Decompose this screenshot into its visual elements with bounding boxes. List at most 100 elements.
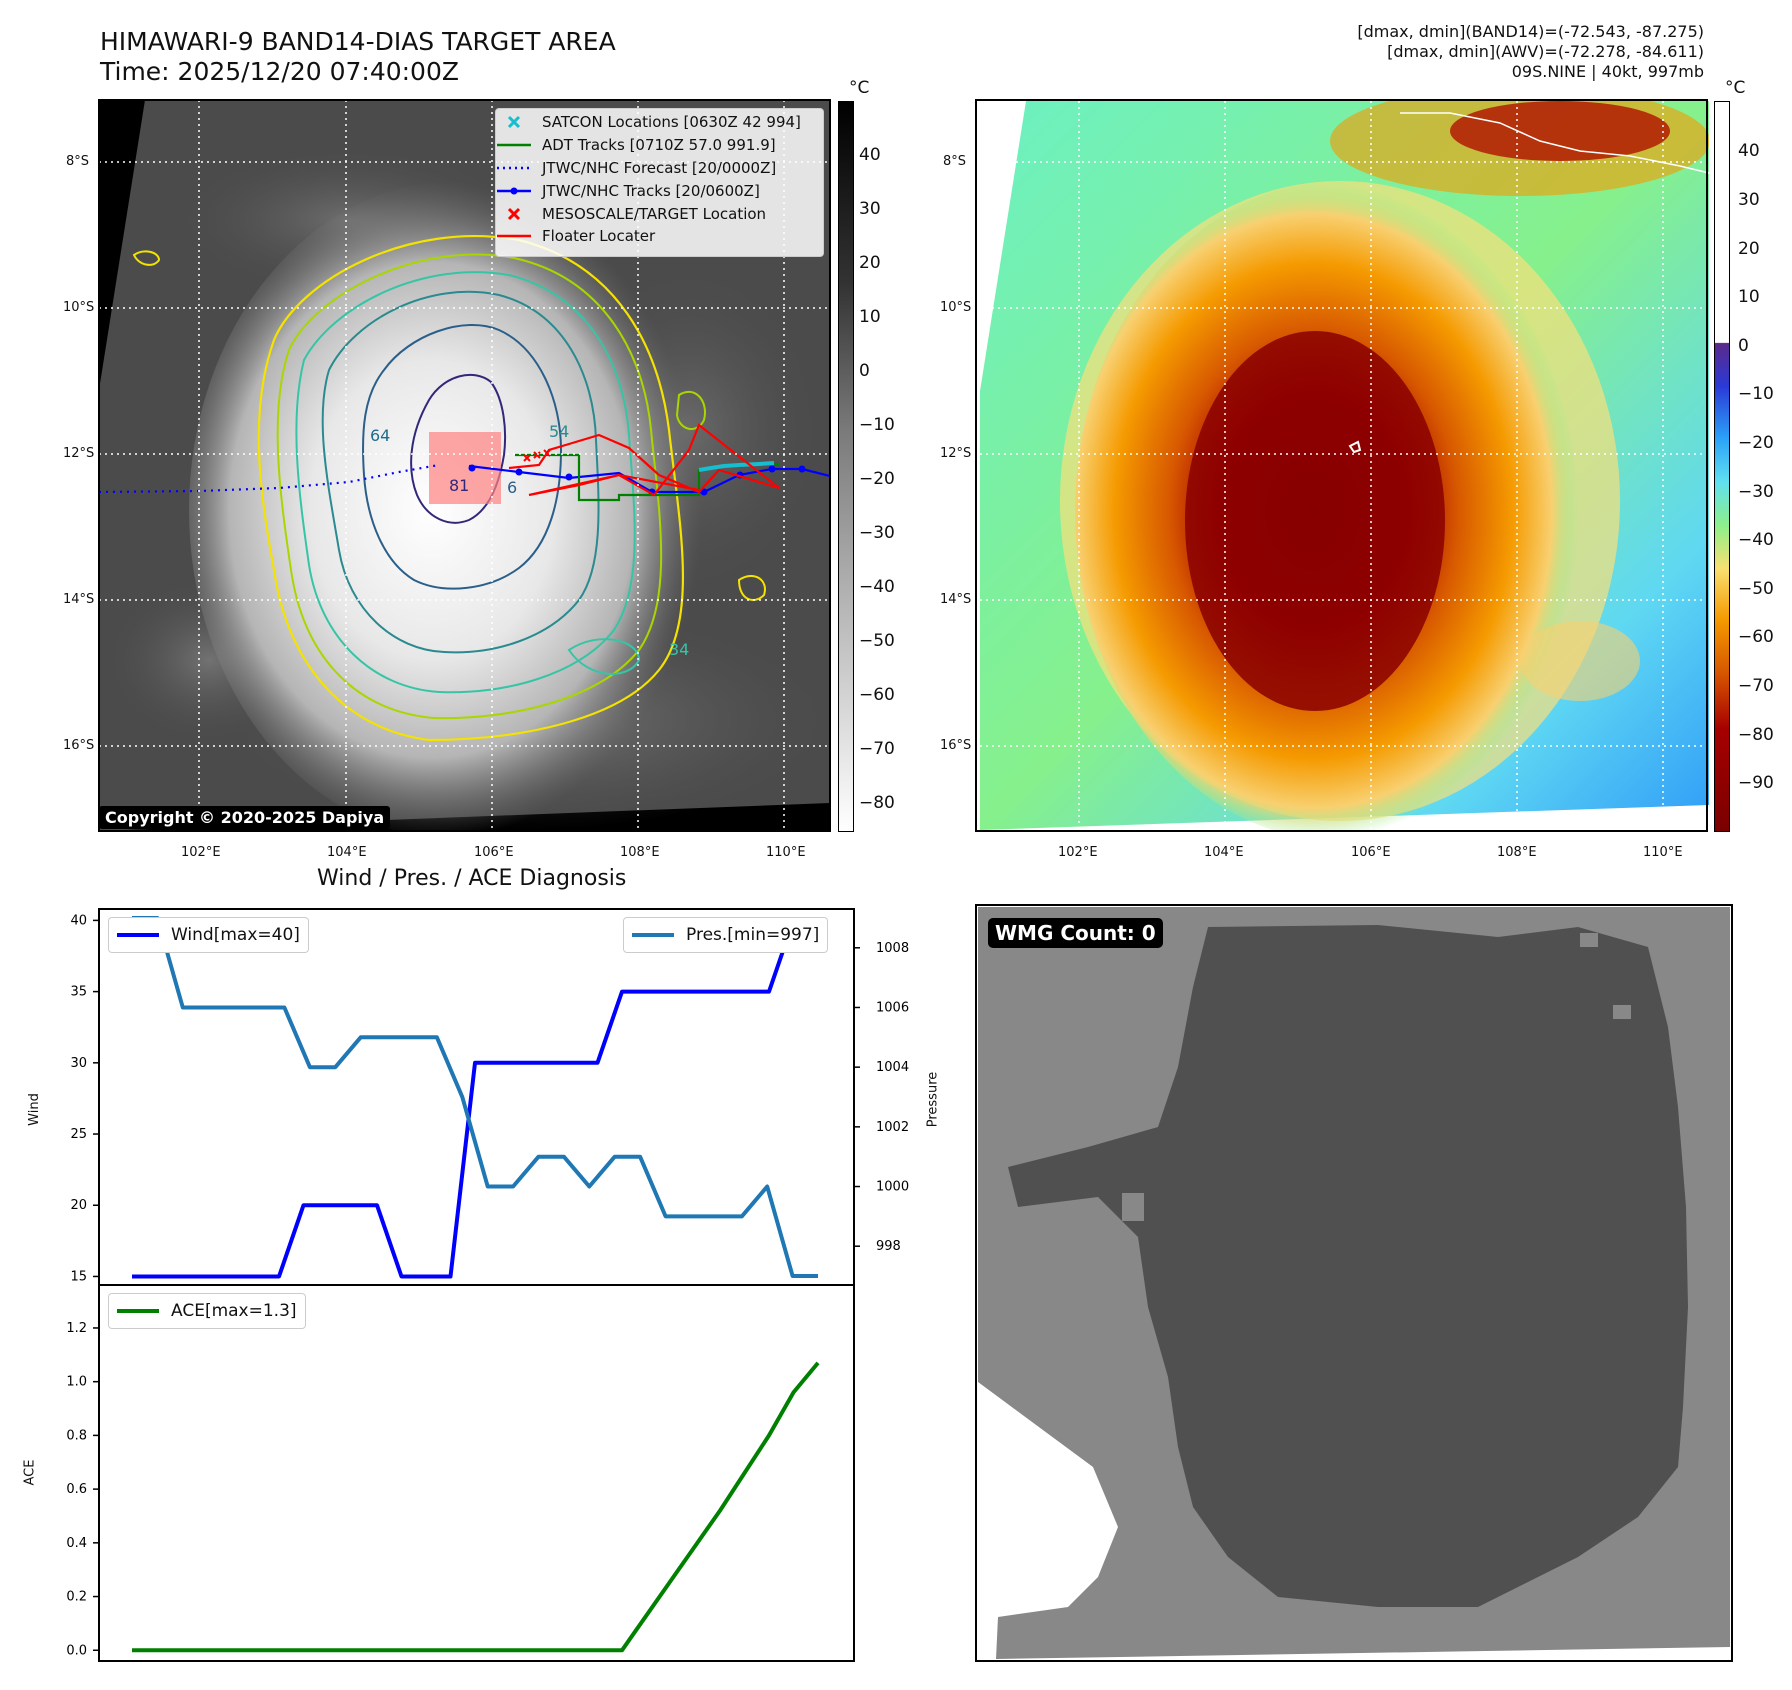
gray-tick: −40: [859, 577, 895, 597]
lat-tick-1: 8°S: [66, 154, 90, 169]
wmg-panel: [978, 907, 1730, 1659]
color-tick: 10: [1738, 287, 1760, 307]
pres-legend-line: [632, 933, 674, 937]
lon-tick-r2: 104°E: [1204, 845, 1244, 860]
wmg-count-badge: WMG Count: 0: [988, 918, 1163, 948]
info-line-2: [dmax, dmin](AWV)=(-72.278, -84.611): [1387, 42, 1704, 61]
lat-tick-r2: 10°S: [940, 300, 972, 315]
copyright-badge: Copyright © 2020-2025 Dapiya: [99, 806, 391, 829]
color-tick: 40: [1738, 141, 1760, 161]
info-block: [dmax, dmin](BAND14)=(-72.543, -87.275) …: [1357, 22, 1704, 82]
ace-ylabel: ACE: [22, 1459, 38, 1486]
ir-map: [98, 100, 831, 840]
lon-tick-5: 110°E: [766, 845, 806, 860]
ace-tick-label: 0.6: [66, 1482, 87, 1497]
ir-map-border: [98, 99, 831, 832]
lat-tick-2: 10°S: [63, 300, 95, 315]
gray-tick: −60: [859, 685, 895, 705]
lon-tick-r5: 110°E: [1643, 845, 1683, 860]
color-tick: −20: [1738, 433, 1774, 453]
info-line-1: [dmax, dmin](BAND14)=(-72.543, -87.275): [1357, 22, 1704, 41]
color-tick: 0: [1738, 336, 1749, 356]
gray-tick: 10: [859, 307, 881, 327]
gray-tick: 30: [859, 199, 881, 219]
wind-legend-line: [117, 933, 159, 937]
wind-ylabel: Wind: [26, 1093, 42, 1126]
wind-tick-label: 15: [70, 1269, 87, 1284]
lat-tick-r4: 14°S: [940, 592, 972, 607]
lon-tick-1: 102°E: [181, 845, 221, 860]
gray-tick: 40: [859, 145, 881, 165]
pres-tick-label: 1008: [876, 941, 909, 956]
map-legend: SATCON Locations [0630Z 42 994] ADT Trac…: [495, 108, 824, 257]
ace-tick-label: 0.2: [66, 1590, 87, 1605]
color-map: [980, 101, 1709, 830]
title-line-1: HIMAWARI-9 BAND14-DIAS TARGET AREA: [100, 27, 616, 56]
pres-series-line: [132, 916, 818, 1278]
lon-tick-r4: 108°E: [1497, 845, 1537, 860]
lon-tick-3: 106°E: [474, 845, 514, 860]
lon-tick-r1: 102°E: [1058, 845, 1098, 860]
gray-tick: −70: [859, 739, 895, 759]
ace-series-line: [132, 1361, 820, 1653]
lat-tick-r1: 8°S: [943, 154, 967, 169]
pres-tick-label: 1006: [876, 1000, 909, 1015]
legend-item-adt: ADT Tracks [0710Z 57.0 991.9]: [497, 136, 776, 155]
color-map-panel: [980, 101, 1709, 830]
ir-map-panel: 64 81 54 6 34 SATCON Locations [0630Z 42…: [98, 100, 831, 840]
pres-legend: Pres.[min=997]: [623, 917, 829, 953]
ace-legend-line: [117, 1309, 159, 1313]
color-colorbar: [1714, 101, 1730, 832]
gray-tick: −10: [859, 415, 895, 435]
legend-item-tracks: JTWC/NHC Tracks [20/0600Z]: [496, 179, 823, 202]
gray-colorbar: [838, 101, 854, 832]
diag-title: Wind / Pres. / ACE Diagnosis: [317, 866, 627, 891]
color-colorbar-unit: °C: [1725, 78, 1746, 98]
lon-tick-4: 108°E: [620, 845, 660, 860]
gray-tick: −30: [859, 523, 895, 543]
legend-item-forecast: JTWC/NHC Forecast [20/0000Z]: [497, 158, 777, 177]
lon-tick-r3: 106°E: [1351, 845, 1391, 860]
gray-tick: 20: [859, 253, 881, 273]
color-tick: −40: [1738, 530, 1774, 550]
lat-tick-r5: 16°S: [940, 738, 972, 753]
contour-label-5: 34: [669, 640, 690, 659]
legend-item-satcon: SATCON Locations [0630Z 42 994]: [496, 111, 823, 134]
wmg-map: [978, 907, 1730, 1659]
wind-tick-label: 20: [70, 1198, 87, 1213]
wind-tick-label: 25: [70, 1127, 87, 1142]
contour-label-4: 6: [507, 478, 518, 497]
lat-tick-4: 14°S: [63, 592, 95, 607]
ace-tick-label: 0.0: [66, 1643, 87, 1658]
color-tick: −50: [1738, 579, 1774, 599]
pres-tick-label: 1004: [876, 1060, 909, 1075]
color-tick: −60: [1738, 627, 1774, 647]
color-tick: −70: [1738, 676, 1774, 696]
wind-tick-label: 35: [70, 985, 87, 1000]
gray-tick: −80: [859, 793, 895, 813]
wmg-border: [975, 904, 1733, 1662]
legend-item-mesoscale: MESOSCALE/TARGET Location: [496, 202, 823, 225]
ace-tick-label: 0.8: [66, 1428, 87, 1443]
pres-ylabel: Pressure: [925, 1071, 941, 1128]
color-tick: 30: [1738, 190, 1760, 210]
lon-tick-2: 104°E: [327, 845, 367, 860]
ace-tick-label: 1.0: [66, 1375, 87, 1390]
legend-item-floater: Floater Locater: [497, 227, 656, 246]
pres-tick-label: 1002: [876, 1120, 909, 1135]
wind-tick-label: 30: [70, 1056, 87, 1071]
contour-label-1: 64: [370, 426, 391, 445]
pres-tick-label: 998: [876, 1239, 901, 1254]
lat-tick-5: 16°S: [63, 738, 95, 753]
gray-colorbar-unit: °C: [849, 78, 870, 98]
title-line-2: Time: 2025/12/20 07:40:00Z: [100, 57, 459, 86]
pres-tick-label: 1000: [876, 1180, 909, 1195]
lat-tick-3: 12°S: [63, 446, 95, 461]
contour-label-3: 54: [549, 422, 570, 441]
ace-tick-label: 0.4: [66, 1536, 87, 1551]
color-tick: 20: [1738, 239, 1760, 259]
wind-tick-label: 40: [70, 913, 87, 928]
gray-tick: −20: [859, 469, 895, 489]
color-tick: −80: [1738, 725, 1774, 745]
